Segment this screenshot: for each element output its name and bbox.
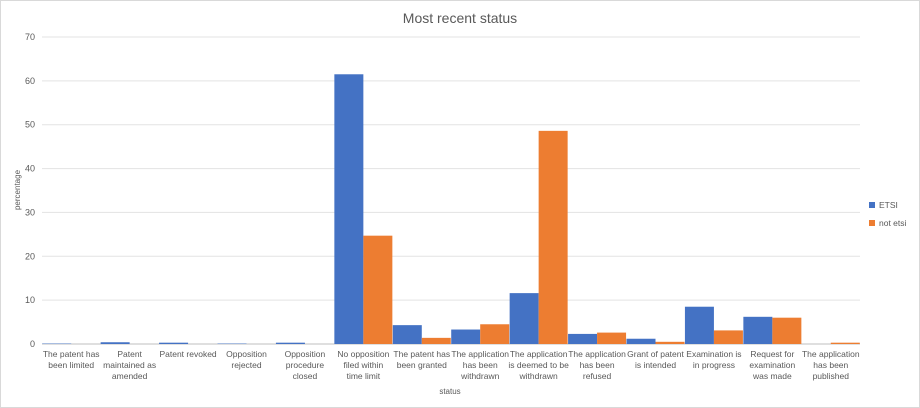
bar-etsi <box>568 333 598 344</box>
bars <box>42 74 860 345</box>
x-category-label: The patent has been limited <box>43 349 100 370</box>
x-category-label: The application is deemed to be withdrawn <box>508 349 569 381</box>
bar-etsi <box>509 293 539 344</box>
x-category-label: The application has been withdrawn <box>451 349 509 381</box>
bar-etsi <box>743 316 773 344</box>
bar-not-etsi <box>597 332 627 344</box>
legend-label: not etsi <box>879 218 907 228</box>
y-tick-label: 10 <box>25 295 35 305</box>
x-category-label: Patent maintained as amended <box>103 349 156 381</box>
x-category-label: No opposition filed within time limit <box>337 349 389 381</box>
bar-not-etsi <box>363 235 393 344</box>
bar-not-etsi <box>655 341 685 344</box>
y-axis-title: percentage <box>13 169 22 210</box>
x-category-label: Grant of patent is intended <box>627 349 684 370</box>
bar-not-etsi <box>538 130 568 344</box>
x-category-label: Opposition procedure closed <box>285 349 326 381</box>
y-tick-label: 60 <box>25 76 35 86</box>
bar-not-etsi <box>713 330 743 344</box>
y-tick-label: 30 <box>25 207 35 217</box>
x-category-label: The patent has been granted <box>393 349 450 370</box>
legend: ETSI not etsi <box>869 200 907 228</box>
y-tick-label: 40 <box>25 164 35 174</box>
x-category-label: Examination is in progress <box>686 349 741 370</box>
x-category-label: The application has been refused <box>568 349 626 381</box>
bar-etsi <box>159 342 189 344</box>
bar-etsi <box>100 342 130 344</box>
x-category-label: Request for examination was made <box>749 349 795 381</box>
bar-etsi <box>684 306 714 344</box>
y-tick-label: 0 <box>30 339 35 349</box>
bar-etsi <box>275 342 305 344</box>
y-tick-label: 70 <box>25 32 35 42</box>
legend-swatch <box>869 220 875 226</box>
bar-etsi <box>451 329 481 344</box>
bar-etsi <box>392 325 422 344</box>
x-category-label: Patent revoked <box>159 349 216 359</box>
legend-swatch <box>869 202 875 208</box>
y-tick-label: 50 <box>25 120 35 130</box>
x-axis-title: status <box>439 387 460 396</box>
bar-not-etsi <box>772 317 802 344</box>
y-axis-ticks: 0 10 20 30 40 50 60 70 <box>25 32 35 349</box>
y-tick-label: 20 <box>25 251 35 261</box>
bar-etsi <box>626 338 656 344</box>
bar-not-etsi <box>830 342 860 344</box>
x-category-label: Opposition rejected <box>226 349 267 370</box>
bar-not-etsi <box>421 337 451 344</box>
bar-not-etsi <box>480 324 510 344</box>
legend-label: ETSI <box>879 200 898 210</box>
chart-title: Most recent status <box>403 10 517 26</box>
bar-etsi <box>334 74 364 345</box>
x-category-label: The application has been published <box>802 349 860 381</box>
gridlines <box>42 36 860 345</box>
